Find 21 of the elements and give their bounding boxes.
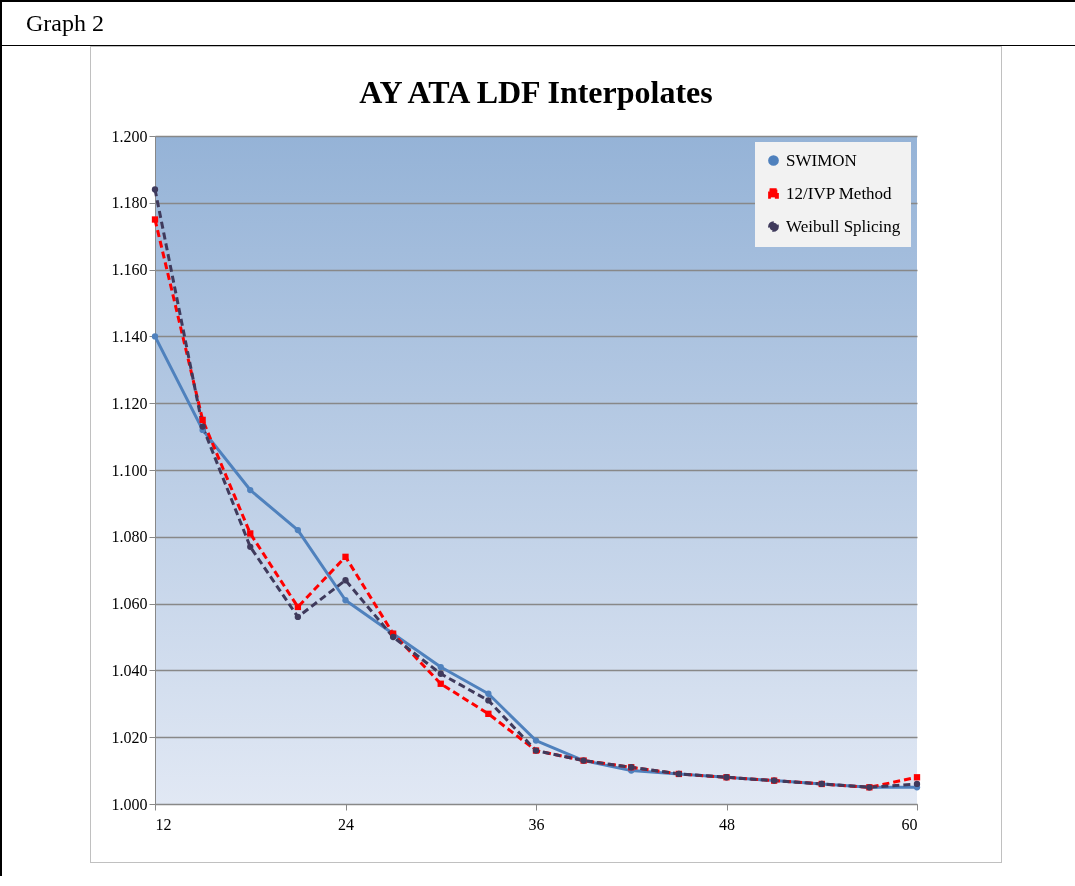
chart-title: AY ATA LDF Interpolates	[359, 74, 713, 110]
x-tick-label: 60	[901, 815, 918, 833]
y-tick-label: 1.040	[111, 661, 148, 679]
y-tick-label: 1.180	[111, 194, 148, 212]
y-tick-label: 1.020	[111, 728, 148, 746]
legend-label: SWIMON	[786, 150, 857, 170]
y-tick-label: 1.160	[111, 261, 148, 279]
y-tick-label: 1.060	[111, 595, 148, 613]
legend-label: 12/IVP Method	[786, 183, 893, 203]
y-tick-label: 1.200	[111, 127, 148, 145]
x-tick-label: 36	[528, 815, 545, 833]
y-tick-label: 1.000	[111, 795, 148, 813]
y-tick-label: 1.100	[111, 461, 148, 479]
y-tick-label: 1.120	[111, 394, 148, 412]
y-tick-label: 1.080	[111, 528, 148, 546]
caption: Graph 2	[0, 0, 1075, 46]
y-tick-label: 1.140	[111, 327, 148, 345]
x-tick-label: 48	[719, 815, 735, 833]
x-tick-label: 12	[155, 815, 172, 833]
x-tick-label: 24	[338, 815, 354, 833]
legend-label: Weibull Splicing	[786, 216, 901, 236]
